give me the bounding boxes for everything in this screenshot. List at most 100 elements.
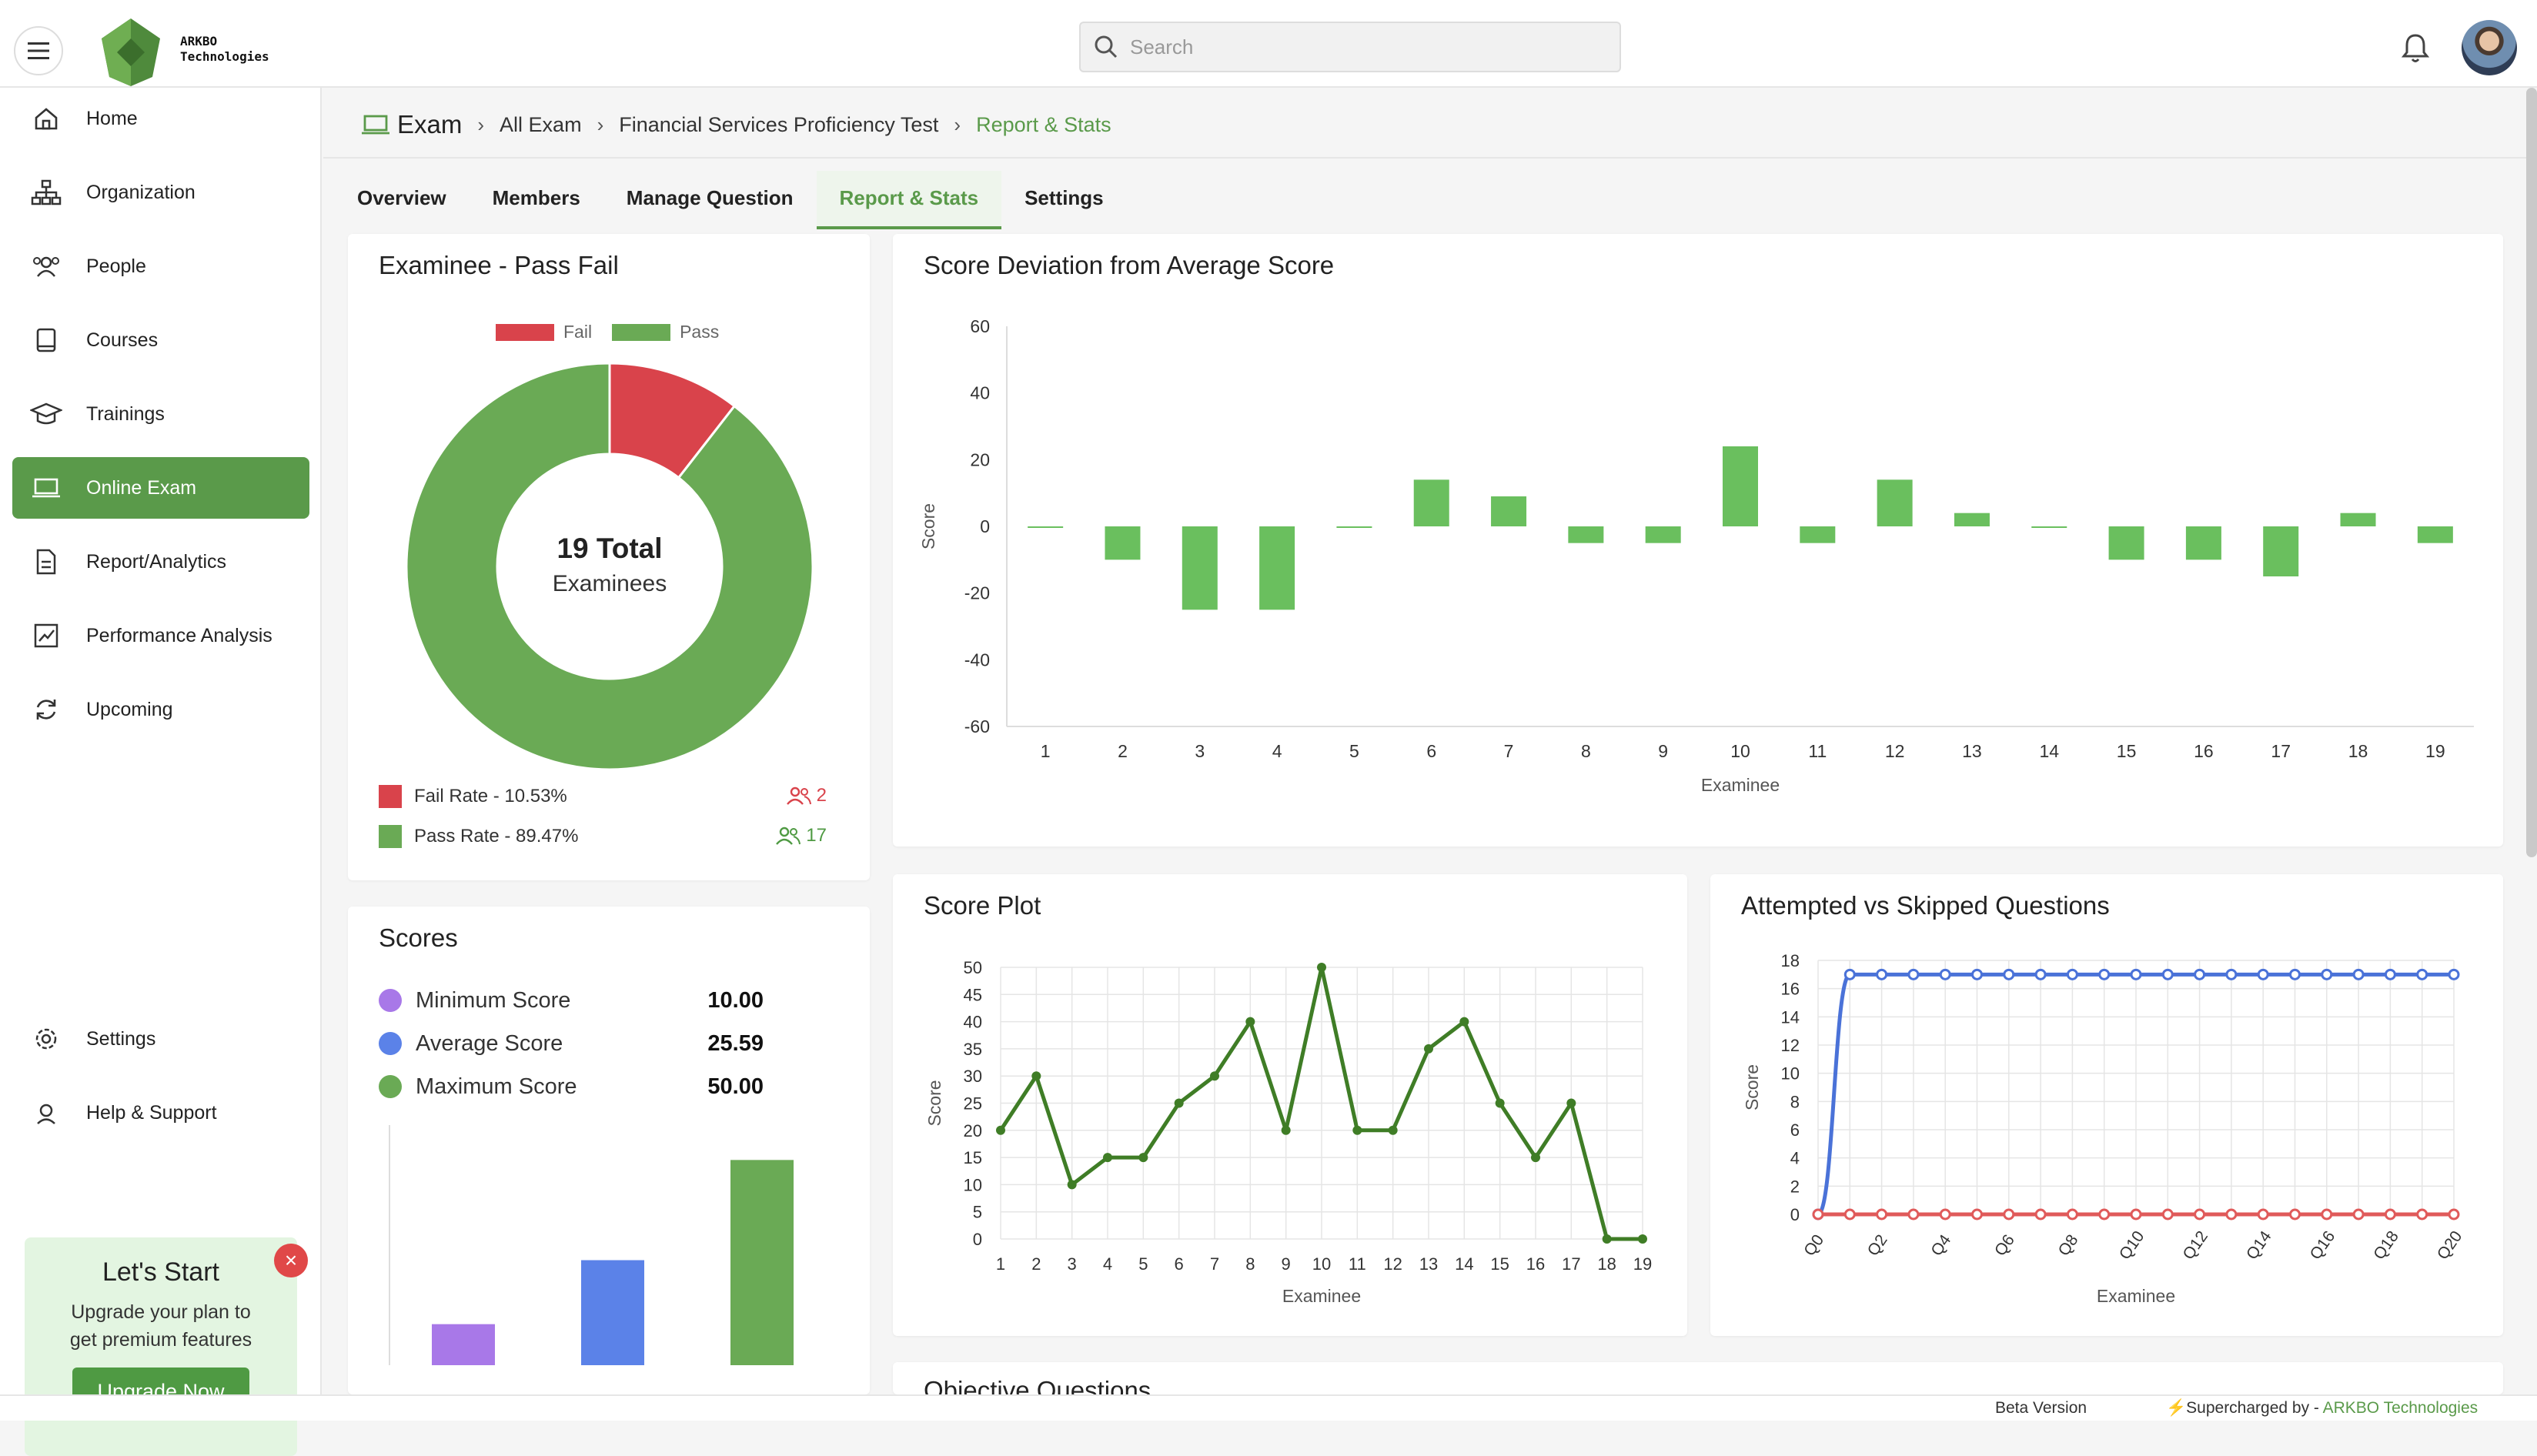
notification-bell-icon[interactable] bbox=[2398, 31, 2432, 65]
deviation-title: Score Deviation from Average Score bbox=[924, 251, 1335, 279]
x-tick-label: Q12 bbox=[2179, 1227, 2211, 1263]
series-point bbox=[2416, 1208, 2428, 1221]
x-tick-label: Q10 bbox=[2116, 1227, 2148, 1263]
score-row-average: Average Score 25.59 bbox=[379, 1027, 764, 1060]
deviation-bar bbox=[1105, 526, 1141, 560]
score-point bbox=[1459, 1017, 1469, 1027]
sidebar-item-trainings[interactable]: Trainings bbox=[12, 383, 309, 445]
breadcrumb-current: Report & Stats bbox=[976, 112, 1111, 136]
breadcrumb-root[interactable]: Exam bbox=[397, 110, 463, 139]
menu-toggle-button[interactable] bbox=[14, 26, 63, 75]
series-point bbox=[2384, 968, 2396, 980]
page-scrollbar[interactable] bbox=[2526, 88, 2537, 857]
x-tick-label: 9 bbox=[1658, 741, 1668, 761]
deviation-bar bbox=[2417, 526, 2453, 543]
x-tick-label: 4 bbox=[1103, 1254, 1112, 1274]
tab-manage-question[interactable]: Manage Question bbox=[626, 186, 794, 209]
score-plot-card: Score Plot 50 45 40 35 30 25 20 15 10 5 0 1 2 3 4 5 6 7 8 9… bbox=[893, 874, 1687, 1336]
refresh-icon bbox=[36, 700, 56, 720]
deviation-bar bbox=[2263, 526, 2299, 576]
deviation-card: Score Deviation from Average Score 60 40 2… bbox=[893, 234, 2503, 847]
y-tick-label: 50 bbox=[964, 958, 982, 977]
score-point bbox=[1388, 1125, 1398, 1135]
sidebar-item-home[interactable]: Home bbox=[12, 88, 309, 149]
breadcrumb: Exam › All Exam › Financial Services Pro… bbox=[360, 108, 1111, 142]
x-tick-label: Q8 bbox=[2055, 1231, 2082, 1259]
sidebar-item-settings[interactable]: Settings bbox=[12, 1008, 309, 1070]
brand-logo[interactable] bbox=[91, 15, 171, 88]
top-bar: ARKBO Technologies Search bbox=[0, 8, 2537, 88]
score-row-maximum: Maximum Score 50.00 bbox=[379, 1070, 764, 1104]
y-tick-label: -20 bbox=[964, 583, 990, 603]
close-upgrade-button[interactable]: × bbox=[274, 1244, 308, 1277]
scores-card: Scores Minimum Score 10.00 Average Score… bbox=[348, 907, 870, 1394]
chevron-right-icon: › bbox=[597, 112, 604, 136]
sidebar-item-courses[interactable]: Courses bbox=[12, 309, 309, 371]
y-tick-label: -60 bbox=[964, 716, 990, 736]
y-tick-label: 10 bbox=[1781, 1064, 1800, 1084]
series-point bbox=[2257, 1208, 2269, 1221]
x-tick-label: Q18 bbox=[2370, 1227, 2402, 1263]
sidebar-item-help-support[interactable]: Help & Support bbox=[12, 1082, 309, 1144]
attempted-skipped-card: Attempted vs Skipped Questions 18 16 14 12 1… bbox=[1710, 874, 2503, 1336]
sidebar-item-organization[interactable]: Organization bbox=[12, 162, 309, 223]
tab-settings[interactable]: Settings bbox=[1024, 186, 1104, 209]
y-tick-label: 20 bbox=[970, 449, 990, 469]
series-point bbox=[1939, 1208, 1951, 1221]
x-axis-label: Examinee bbox=[2097, 1286, 2175, 1306]
tab-report-stats[interactable]: Report & Stats bbox=[816, 171, 1002, 229]
search-input[interactable]: Search bbox=[1079, 22, 1621, 72]
deviation-bar bbox=[2340, 513, 2376, 526]
sidebar-item-upcoming[interactable]: Upcoming bbox=[12, 679, 309, 740]
x-tick-label: 10 bbox=[1730, 741, 1750, 761]
gear-icon bbox=[35, 1028, 57, 1050]
deviation-bar bbox=[1723, 446, 1758, 526]
attempted-skipped-title: Attempted vs Skipped Questions bbox=[1741, 891, 2110, 920]
score-point bbox=[1067, 1180, 1077, 1190]
series-point bbox=[2416, 968, 2428, 980]
score-point bbox=[1602, 1234, 1612, 1244]
x-tick-label: 6 bbox=[1175, 1254, 1184, 1274]
fail-rate-label: Fail Rate - 10.53% bbox=[414, 786, 567, 806]
score-point bbox=[1566, 1098, 1576, 1108]
trend-chart-icon bbox=[34, 623, 58, 648]
brand-name: ARKBO Technologies bbox=[180, 34, 269, 64]
deviation-bar bbox=[1028, 526, 1064, 528]
y-tick-label: 2 bbox=[1790, 1177, 1800, 1196]
deviation-bar bbox=[1568, 526, 1604, 543]
y-tick-label: 15 bbox=[964, 1148, 982, 1167]
tab-overview[interactable]: Overview bbox=[357, 186, 446, 209]
company-link[interactable]: ARKBO Technologies bbox=[2322, 1399, 2479, 1417]
average-score-dot bbox=[379, 1032, 402, 1055]
score-point bbox=[1210, 1071, 1219, 1081]
x-tick-label: 11 bbox=[1349, 1254, 1366, 1274]
x-tick-label: 12 bbox=[1885, 741, 1905, 761]
scores-title: Scores bbox=[379, 923, 458, 952]
tab-bar: Overview Members Manage Question Report … bbox=[334, 171, 1127, 229]
y-tick-label: 18 bbox=[1781, 951, 1800, 970]
breadcrumb-exam-name[interactable]: Financial Services Proficiency Test bbox=[619, 112, 939, 136]
sidebar-item-online-exam[interactable]: Online Exam bbox=[12, 457, 309, 519]
y-tick-label: 40 bbox=[970, 383, 990, 403]
series-point bbox=[1843, 1208, 1856, 1221]
score-bar bbox=[432, 1324, 495, 1365]
user-avatar[interactable] bbox=[2462, 20, 2517, 75]
x-tick-label: 8 bbox=[1245, 1254, 1255, 1274]
y-tick-label: 45 bbox=[964, 985, 982, 1004]
y-tick-label: 25 bbox=[964, 1094, 982, 1114]
breadcrumb-all-exam[interactable]: All Exam bbox=[500, 112, 582, 136]
tab-members[interactable]: Members bbox=[492, 186, 580, 209]
attempted-skipped-line-chart: 18 16 14 12 10 8 6 4 2 0Q0 Q2 Q4 Q6 Q8 Q10 Q12 Q14 Q16 Q18… bbox=[1742, 951, 2465, 1306]
series-point bbox=[2225, 968, 2238, 980]
sidebar-item-people[interactable]: People bbox=[12, 235, 309, 297]
sidebar-item-report-analytics[interactable]: Report/Analytics bbox=[12, 531, 309, 593]
sidebar-item-performance-analysis[interactable]: Performance Analysis bbox=[12, 605, 309, 666]
y-tick-label: 14 bbox=[1781, 1007, 1800, 1027]
book-icon bbox=[36, 328, 56, 352]
score-point bbox=[1245, 1017, 1255, 1027]
fail-count: 2 bbox=[786, 785, 827, 806]
deviation-bar bbox=[1413, 479, 1449, 526]
pass-rate-swatch bbox=[379, 825, 402, 848]
y-tick-label: -40 bbox=[964, 650, 990, 670]
